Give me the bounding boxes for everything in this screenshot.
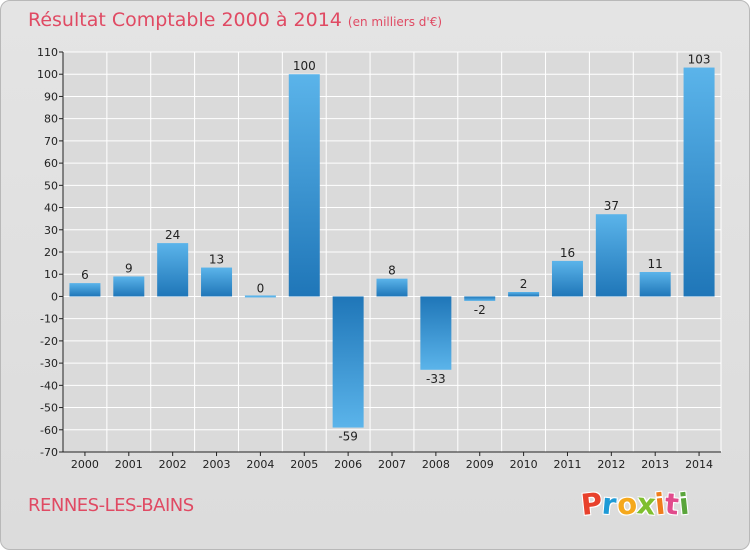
x-tick-labels: 2000 2001 2002 2003 2004 2005 2006 2007 2008 2009… xyxy=(71,458,713,471)
x-tick-label: 2002 xyxy=(159,458,187,471)
data-label: 0 xyxy=(257,281,265,295)
data-label: 24 xyxy=(165,228,180,242)
data-label: 2 xyxy=(520,277,528,291)
x-tick-label: 2004 xyxy=(246,458,274,471)
x-tick-label: 2014 xyxy=(685,458,713,471)
bar xyxy=(376,278,408,297)
y-tick-label: 60 xyxy=(44,157,58,170)
x-tick-label: 2009 xyxy=(466,458,494,471)
bar xyxy=(69,283,101,297)
data-label: 11 xyxy=(648,257,663,271)
bar xyxy=(113,276,145,297)
x-tick-label: 2005 xyxy=(290,458,318,471)
chart-title: Résultat Comptable 2000 à 2014 (en millie… xyxy=(28,9,442,31)
y-tick-label: -10 xyxy=(40,313,58,326)
data-label: 8 xyxy=(388,264,396,278)
data-label: 100 xyxy=(293,59,316,73)
x-tick-label: 2003 xyxy=(203,458,231,471)
logo-letter: i xyxy=(677,486,691,522)
x-tick-label: 2007 xyxy=(378,458,406,471)
y-tick-label: 100 xyxy=(37,68,58,81)
y-tick-label: -50 xyxy=(40,402,58,415)
bar xyxy=(551,260,583,297)
data-label: 9 xyxy=(125,261,133,275)
y-tick-label: -70 xyxy=(40,446,58,459)
bar xyxy=(464,296,496,301)
y-tick-label: 10 xyxy=(44,268,58,281)
y-tick-label: -30 xyxy=(40,357,58,370)
bar xyxy=(508,292,540,297)
x-tick-label: 2012 xyxy=(597,458,625,471)
y-tick-label: 0 xyxy=(51,290,58,303)
y-tick-label: 40 xyxy=(44,202,58,215)
bar xyxy=(683,67,715,297)
bar xyxy=(157,243,189,297)
chart-subtitle: (en milliers d'€) xyxy=(347,15,443,29)
y-tick-label: 30 xyxy=(44,224,58,237)
bar xyxy=(288,74,320,297)
proxiti-logo[interactable]: Proxiti xyxy=(579,486,691,522)
data-label: 37 xyxy=(604,199,619,213)
x-tick-label: 2010 xyxy=(510,458,538,471)
bar xyxy=(639,272,671,297)
x-tick-label: 2011 xyxy=(553,458,581,471)
y-tick-label: 80 xyxy=(44,113,58,126)
data-label: 103 xyxy=(688,53,711,67)
data-label: 16 xyxy=(560,246,575,260)
data-label: -33 xyxy=(426,372,446,386)
x-tick-label: 2013 xyxy=(641,458,669,471)
y-tick-label: 50 xyxy=(44,179,58,192)
data-label: 6 xyxy=(81,268,89,282)
chart-title-text: Résultat Comptable 2000 à 2014 xyxy=(28,9,342,31)
y-tick-label: -20 xyxy=(40,335,58,348)
y-tick-label: -60 xyxy=(40,424,58,437)
x-tick-label: 2008 xyxy=(422,458,450,471)
y-tick-labels: 1101009080706050403020100-10-20-30-40-50… xyxy=(37,46,58,459)
bar xyxy=(595,214,627,297)
commune-name: RENNES-LES-BAINS xyxy=(28,495,194,516)
data-label: -2 xyxy=(474,303,486,317)
logo-letter: o xyxy=(614,486,639,522)
x-tick-label: 2006 xyxy=(334,458,362,471)
bar xyxy=(332,296,364,428)
y-tick-label: 90 xyxy=(44,90,58,103)
data-labels: 6 9 24 13 0 100 -59 8 -33 -2 2 16 37 11 103 xyxy=(81,53,710,444)
axes xyxy=(59,51,721,456)
bar xyxy=(244,295,276,298)
y-tick-label: 110 xyxy=(37,46,58,59)
y-tick-label: 20 xyxy=(44,246,58,259)
x-tick-label: 2001 xyxy=(115,458,143,471)
y-tick-label: -40 xyxy=(40,379,58,392)
bar xyxy=(420,296,452,370)
bars xyxy=(69,67,715,428)
x-tick-label: 2000 xyxy=(71,458,99,471)
bar xyxy=(201,267,233,297)
data-label: -59 xyxy=(338,430,358,444)
y-tick-label: 70 xyxy=(44,135,58,148)
data-label: 13 xyxy=(209,253,224,267)
